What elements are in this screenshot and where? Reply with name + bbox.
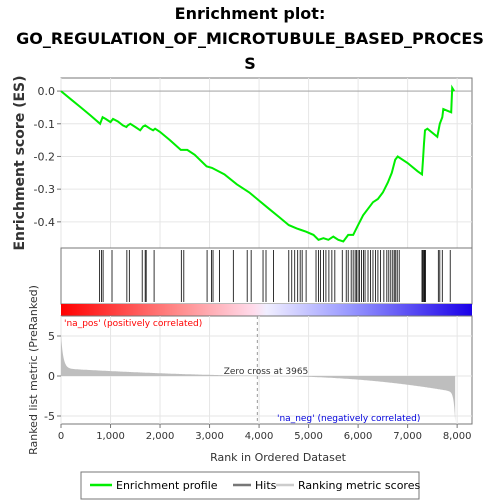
- chart-title-line-3: S: [244, 54, 256, 73]
- ranking-color-bar: [61, 304, 472, 316]
- hits-marks: [99, 250, 451, 302]
- rank-y-tick-label: 0: [48, 370, 55, 383]
- x-axis-ticks: 0 1,000 2,000 3,000 4,000 5,000 6,000 7,000 8,00…: [58, 424, 472, 442]
- rank-y-tick-label: -5: [44, 410, 55, 423]
- x-tick-label: 5,000: [294, 431, 323, 442]
- x-tick-label: 2,000: [146, 431, 175, 442]
- legend-ranking-metric-label: Ranking metric scores: [298, 479, 420, 492]
- ranking-metric-area: [61, 334, 456, 423]
- x-tick-label: 0: [58, 431, 64, 442]
- rank-y-tick-label: 5: [48, 330, 55, 343]
- x-tick-label: 4,000: [245, 431, 274, 442]
- x-axis-label: Rank in Ordered Dataset: [210, 451, 347, 464]
- es-y-tick-label: -0.2: [34, 150, 55, 163]
- es-y-axis-label: Enrichment score (ES): [12, 75, 28, 250]
- x-tick-label: 1,000: [96, 431, 125, 442]
- x-tick-label: 3,000: [195, 431, 224, 442]
- zero-cross-label: Zero cross at 3965: [224, 367, 309, 377]
- chart-title-line-2: GO_REGULATION_OF_MICROTUBULE_BASED_PROCE…: [16, 29, 484, 48]
- legend-enrichment-profile-label: Enrichment profile: [116, 479, 218, 492]
- rank-y-axis-label: Ranked list metric (PreRanked): [27, 285, 40, 455]
- x-tick-label: 8,000: [443, 431, 472, 442]
- positive-correlation-label: 'na_pos' (positively correlated): [64, 319, 202, 329]
- legend-hits-label: Hits: [255, 479, 277, 492]
- es-y-tick-label: -0.3: [34, 183, 55, 196]
- x-tick-label: 7,000: [393, 431, 422, 442]
- es-y-axis-ticks: 0.0 -0.1 -0.2 -0.3 -0.4: [34, 85, 61, 229]
- es-y-tick-label: -0.4: [34, 216, 55, 229]
- x-tick-label: 6,000: [344, 431, 373, 442]
- es-y-tick-label: 0.0: [38, 85, 56, 98]
- enrichment-profile-line: [60, 84, 456, 243]
- negative-correlation-label: 'na_neg' (negatively correlated): [277, 414, 420, 424]
- chart-title-line-1: Enrichment plot:: [175, 4, 326, 23]
- es-y-tick-label: -0.1: [34, 118, 55, 131]
- rank-y-axis-ticks: 5 0 -5: [44, 330, 61, 423]
